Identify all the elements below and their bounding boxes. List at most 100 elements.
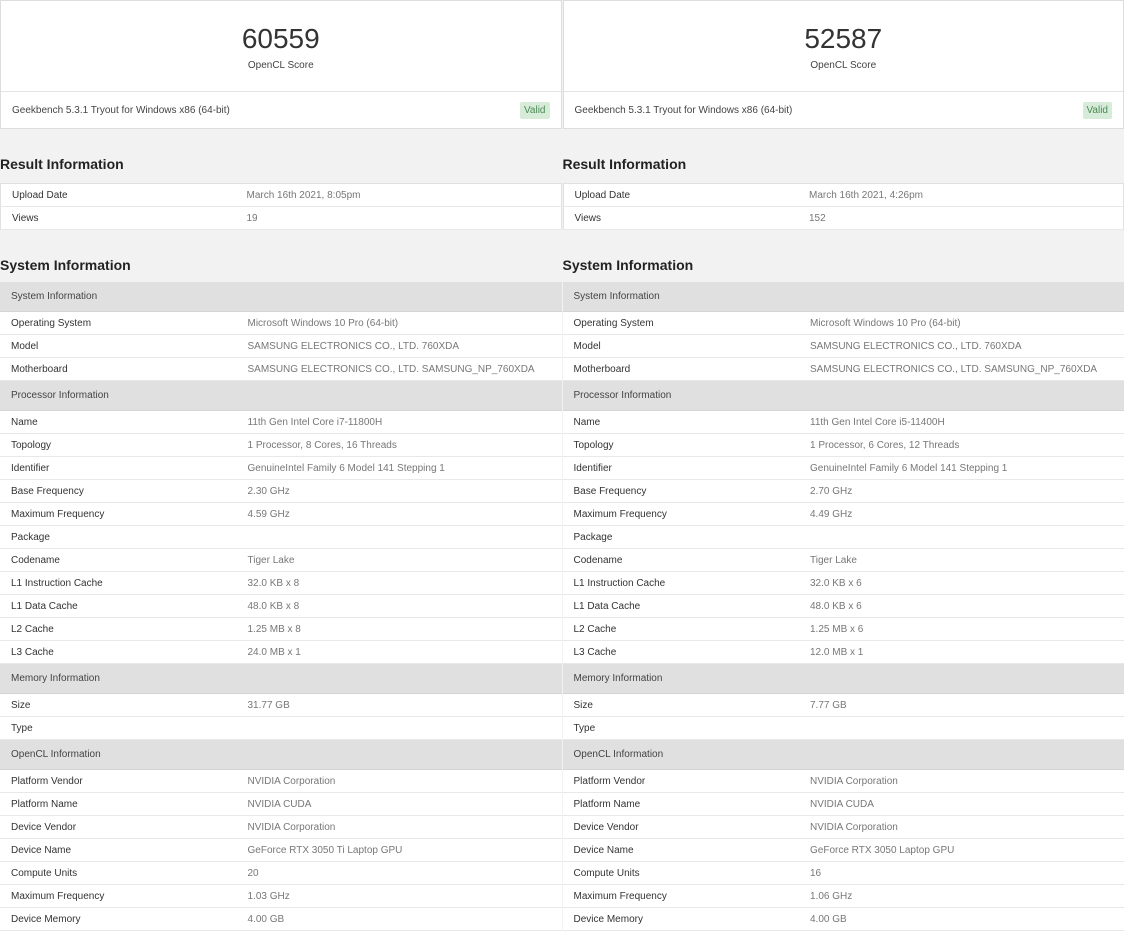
row-value: 4.00 GB bbox=[809, 908, 1124, 931]
table-row: Package bbox=[563, 526, 1124, 549]
row-value bbox=[247, 526, 562, 549]
row-value: 24.0 MB x 1 bbox=[247, 641, 562, 664]
row-label: L3 Cache bbox=[563, 641, 810, 664]
result-information-heading: Result Information bbox=[563, 129, 1124, 183]
row-value: 11th Gen Intel Core i5-11400H bbox=[809, 411, 1124, 434]
section-header: Processor Information bbox=[563, 381, 1124, 411]
row-value: NVIDIA Corporation bbox=[247, 770, 562, 793]
valid-badge: Valid bbox=[1083, 102, 1113, 119]
row-label: Type bbox=[0, 717, 247, 740]
row-label: L3 Cache bbox=[0, 641, 247, 664]
row-value: 4.00 GB bbox=[247, 908, 562, 931]
section-title: System Information bbox=[0, 282, 562, 312]
row-label: Size bbox=[563, 694, 810, 717]
row-value: March 16th 2021, 8:05pm bbox=[246, 184, 562, 207]
row-label: Compute Units bbox=[0, 862, 247, 885]
row-value: GenuineIntel Family 6 Model 141 Stepping… bbox=[247, 457, 562, 480]
row-label: L2 Cache bbox=[0, 618, 247, 641]
row-label: Device Vendor bbox=[563, 816, 810, 839]
row-label: L1 Data Cache bbox=[0, 595, 247, 618]
result-information-heading: Result Information bbox=[0, 129, 562, 183]
result-column: 60559 OpenCL Score Geekbench 5.3.1 Tryou… bbox=[0, 0, 562, 931]
section-header: System Information bbox=[563, 282, 1124, 312]
row-value: 1 Processor, 8 Cores, 16 Threads bbox=[247, 434, 562, 457]
row-value: GeForce RTX 3050 Ti Laptop GPU bbox=[247, 839, 562, 862]
row-value: 12.0 MB x 1 bbox=[809, 641, 1124, 664]
section-title: System Information bbox=[563, 282, 1124, 312]
section-header: Processor Information bbox=[0, 381, 562, 411]
row-value: 1.25 MB x 8 bbox=[247, 618, 562, 641]
row-value: 1 Processor, 6 Cores, 12 Threads bbox=[809, 434, 1124, 457]
row-value bbox=[809, 717, 1124, 740]
row-value: 16 bbox=[809, 862, 1124, 885]
row-label: Compute Units bbox=[563, 862, 810, 885]
row-value: SAMSUNG ELECTRONICS CO., LTD. 760XDA bbox=[247, 335, 562, 358]
row-value: SAMSUNG ELECTRONICS CO., LTD. 760XDA bbox=[809, 335, 1124, 358]
system-information-heading: System Information bbox=[0, 248, 562, 282]
row-label: Operating System bbox=[563, 312, 810, 335]
result-column: 52587 OpenCL Score Geekbench 5.3.1 Tryou… bbox=[563, 0, 1124, 931]
table-row: Type bbox=[563, 717, 1124, 740]
card-footer: Geekbench 5.3.1 Tryout for Windows x86 (… bbox=[1, 92, 561, 129]
row-value: 48.0 KB x 6 bbox=[809, 595, 1124, 618]
row-value: 2.30 GHz bbox=[247, 480, 562, 503]
row-label: Views bbox=[1, 207, 246, 230]
row-label: Maximum Frequency bbox=[0, 503, 247, 526]
row-label: Name bbox=[0, 411, 247, 434]
row-label: Model bbox=[0, 335, 247, 358]
row-value: NVIDIA CUDA bbox=[247, 793, 562, 816]
section-header: Memory Information bbox=[0, 664, 562, 694]
row-label: Platform Vendor bbox=[563, 770, 810, 793]
score-area: 60559 OpenCL Score bbox=[1, 1, 561, 92]
row-label: Motherboard bbox=[563, 358, 810, 381]
score-label: OpenCL Score bbox=[564, 60, 1124, 71]
section-title: Processor Information bbox=[563, 381, 1124, 411]
row-label: Codename bbox=[563, 549, 810, 572]
score-area: 52587 OpenCL Score bbox=[564, 1, 1124, 92]
row-label: Package bbox=[0, 526, 247, 549]
row-label: Device Vendor bbox=[0, 816, 247, 839]
row-value bbox=[247, 717, 562, 740]
row-value: NVIDIA Corporation bbox=[809, 770, 1124, 793]
row-value: 1.25 MB x 6 bbox=[809, 618, 1124, 641]
row-label: Maximum Frequency bbox=[563, 503, 810, 526]
row-label: Base Frequency bbox=[0, 480, 247, 503]
system-information-heading: System Information bbox=[563, 248, 1124, 282]
row-label: Type bbox=[563, 717, 810, 740]
row-label: Operating System bbox=[0, 312, 247, 335]
score-label: OpenCL Score bbox=[1, 60, 561, 71]
row-value: 32.0 KB x 8 bbox=[247, 572, 562, 595]
row-label: Topology bbox=[0, 434, 247, 457]
table-row: Package bbox=[0, 526, 562, 549]
row-value: NVIDIA Corporation bbox=[809, 816, 1124, 839]
